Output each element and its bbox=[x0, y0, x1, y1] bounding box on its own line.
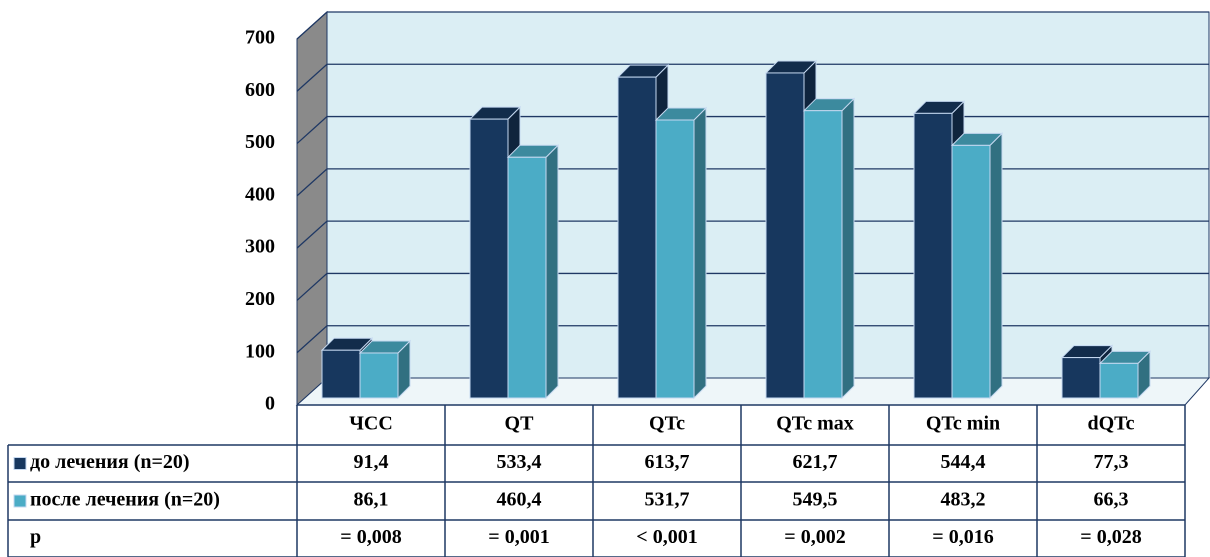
bar bbox=[655, 119, 695, 399]
bar bbox=[359, 352, 399, 399]
p-label: p bbox=[30, 526, 41, 548]
y-tick-label: 700 bbox=[245, 27, 275, 49]
bar bbox=[1061, 357, 1101, 399]
bar bbox=[1099, 362, 1139, 399]
side-wall bbox=[296, 10, 328, 407]
grid-line bbox=[296, 11, 1209, 40]
value-label: 460,4 bbox=[497, 489, 542, 511]
legend-key bbox=[13, 494, 27, 508]
x-tick-label: QTc min bbox=[926, 413, 1000, 435]
x-tick-label: QT bbox=[505, 413, 535, 435]
value-label: 531,7 bbox=[645, 489, 690, 511]
bar bbox=[951, 144, 991, 399]
y-tick-label: 100 bbox=[245, 340, 275, 362]
p-value: = 0,001 bbox=[488, 526, 549, 548]
bar-side bbox=[989, 132, 1003, 400]
bar bbox=[913, 112, 953, 399]
y-tick-label: 600 bbox=[245, 79, 275, 101]
legend-label: после лечения (n=20) bbox=[30, 489, 220, 511]
bar bbox=[617, 76, 657, 399]
value-label: 77,3 bbox=[1094, 451, 1129, 473]
value-label: 483,2 bbox=[941, 489, 986, 511]
grid-line bbox=[296, 63, 1209, 92]
bar bbox=[469, 118, 509, 399]
value-label: 86,1 bbox=[354, 489, 389, 511]
y-tick-label: 200 bbox=[245, 288, 275, 310]
value-label: 621,7 bbox=[793, 451, 838, 473]
y-tick-label: 500 bbox=[245, 131, 275, 153]
p-value: = 0,002 bbox=[784, 526, 845, 548]
legend-label: до лечения (n=20) bbox=[30, 451, 190, 473]
bar bbox=[765, 72, 805, 399]
p-value: < 0,001 bbox=[636, 526, 697, 548]
value-label: 91,4 bbox=[354, 451, 389, 473]
bar bbox=[321, 349, 361, 399]
bar-side bbox=[841, 97, 855, 400]
bar bbox=[507, 156, 547, 399]
y-tick-label: 300 bbox=[245, 236, 275, 258]
legend-key bbox=[13, 457, 27, 470]
x-tick-label: dQTc bbox=[1087, 413, 1134, 435]
p-value: = 0,028 bbox=[1080, 526, 1141, 548]
value-label: 613,7 bbox=[645, 451, 690, 473]
x-tick-label: QTc bbox=[649, 413, 685, 435]
p-value: = 0,008 bbox=[340, 526, 401, 548]
value-label: 549,5 bbox=[793, 489, 838, 511]
bar bbox=[803, 110, 843, 399]
p-value: = 0,016 bbox=[932, 526, 993, 548]
value-label: 66,3 bbox=[1094, 489, 1129, 511]
value-label: 533,4 bbox=[497, 451, 542, 473]
y-tick-label: 0 bbox=[265, 393, 275, 415]
value-label: 544,4 bbox=[941, 451, 986, 473]
bar-side bbox=[545, 144, 559, 400]
y-tick-label: 400 bbox=[245, 183, 275, 205]
bar-side bbox=[693, 106, 707, 400]
x-tick-label: QTc max bbox=[776, 413, 854, 435]
x-tick-label: ЧСС bbox=[349, 413, 393, 435]
